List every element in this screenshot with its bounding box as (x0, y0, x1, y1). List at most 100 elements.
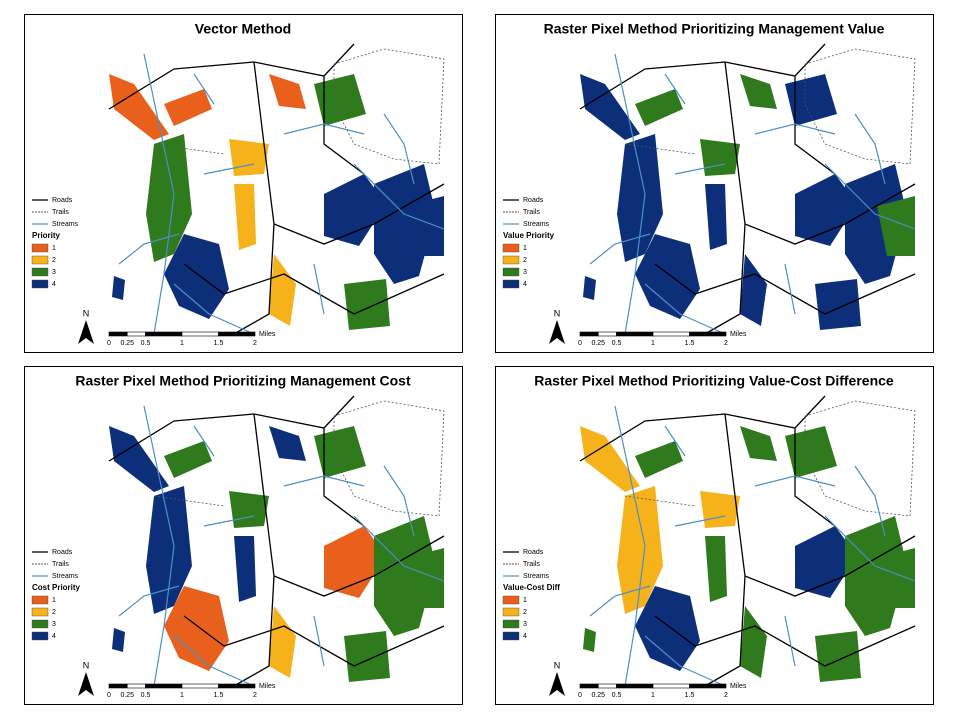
road (323, 76, 365, 175)
road (183, 615, 445, 667)
priority-area (314, 426, 366, 478)
priority-area (406, 548, 444, 608)
legend-swatch (31, 631, 49, 641)
legend-label: Roads (52, 197, 73, 204)
road (794, 428, 836, 527)
scale-unit: Miles (730, 331, 747, 338)
legend-label: 1 (523, 597, 527, 604)
priority-area (164, 234, 229, 319)
priority-area (795, 174, 857, 246)
stream (824, 163, 916, 230)
map-panel: Vector Method Roads Trails Streams Priority 1… (24, 14, 463, 353)
stream (353, 515, 445, 582)
priority-area (877, 548, 915, 608)
north-label: N (83, 660, 90, 670)
priority-area (815, 279, 861, 330)
scale-label: 2 (724, 692, 728, 699)
legend-label: Streams (523, 221, 550, 228)
scale-bar-segment (689, 683, 727, 689)
stream (173, 635, 255, 687)
scale-label: 1.5 (214, 340, 224, 347)
legend-label: 3 (52, 621, 56, 628)
scale-bar-segment (145, 331, 183, 337)
scale-label: 0 (107, 340, 111, 347)
map-panel: Raster Pixel Method Prioritizing Managem… (24, 366, 463, 705)
legend-heading: Value-Cost Diff (503, 583, 560, 592)
scale-label: 0 (578, 340, 582, 347)
stream (383, 113, 415, 185)
priority-area (635, 441, 683, 478)
road (744, 535, 916, 597)
legend-swatch (31, 255, 49, 265)
legend-swatch (502, 619, 520, 629)
priority-area (583, 628, 596, 652)
stream (589, 585, 651, 617)
scale-bar-segment (652, 683, 690, 689)
priority-area (406, 196, 444, 256)
priority-area (234, 536, 256, 602)
legend-label: 4 (52, 633, 56, 640)
priority-area (109, 426, 169, 492)
priority-area (700, 139, 740, 176)
stream (143, 405, 175, 687)
scale-bar-segment (579, 331, 599, 337)
stream (664, 73, 686, 105)
road (794, 76, 836, 175)
legend-label: Roads (523, 197, 544, 204)
road (273, 183, 445, 245)
priority-area (234, 184, 256, 250)
legend-label: Trails (52, 209, 69, 216)
legend-label: Streams (52, 573, 79, 580)
scale-label: 1.5 (214, 692, 224, 699)
scale-label: 1 (180, 692, 184, 699)
legend-label: 4 (523, 281, 527, 288)
map-panel: Raster Pixel Method Prioritizing Value-C… (495, 366, 934, 705)
stream (193, 73, 215, 105)
legend-swatch (502, 255, 520, 265)
scale-label: 0.5 (141, 340, 151, 347)
legend-label: Roads (52, 549, 73, 556)
stream (784, 263, 796, 315)
trail (333, 48, 445, 165)
priority-area (344, 631, 390, 682)
legend-label: Streams (523, 573, 550, 580)
scale-label: 1 (180, 340, 184, 347)
north-arrow (549, 320, 565, 344)
north-arrow (78, 320, 94, 344)
trail (333, 400, 445, 517)
legend-heading: Value Priority (503, 231, 555, 240)
scale-bar-segment (218, 683, 256, 689)
priority-area (112, 628, 125, 652)
stream (614, 405, 646, 687)
priority-area (617, 134, 663, 262)
legend-label: 2 (52, 257, 56, 264)
legend-label: 1 (52, 245, 56, 252)
stream (313, 263, 325, 315)
legend-label: Roads (523, 549, 544, 556)
legend-swatch (31, 595, 49, 605)
scale-bar-segment (689, 331, 727, 337)
scale-bar-segment (597, 683, 617, 689)
legend-swatch (502, 631, 520, 641)
legend-label: Trails (52, 561, 69, 568)
stream (203, 163, 255, 175)
priority-area (269, 254, 296, 326)
stream (203, 515, 255, 527)
stream (383, 465, 415, 537)
scale-label: 2 (253, 692, 257, 699)
scale-label: 0.5 (612, 692, 622, 699)
stream (283, 475, 365, 487)
scale-label: 0.25 (591, 692, 605, 699)
scale-bar-segment (108, 331, 128, 337)
scale-bar-segment (126, 683, 146, 689)
stream (784, 615, 796, 667)
priority-area (740, 606, 767, 678)
scale-unit: Miles (259, 331, 276, 338)
scale-label: 0.25 (120, 340, 134, 347)
priority-area (269, 606, 296, 678)
scale-unit: Miles (730, 683, 747, 690)
stream (674, 163, 726, 175)
priority-area (583, 276, 596, 300)
scale-label: 2 (253, 340, 257, 347)
priority-area (229, 491, 269, 528)
